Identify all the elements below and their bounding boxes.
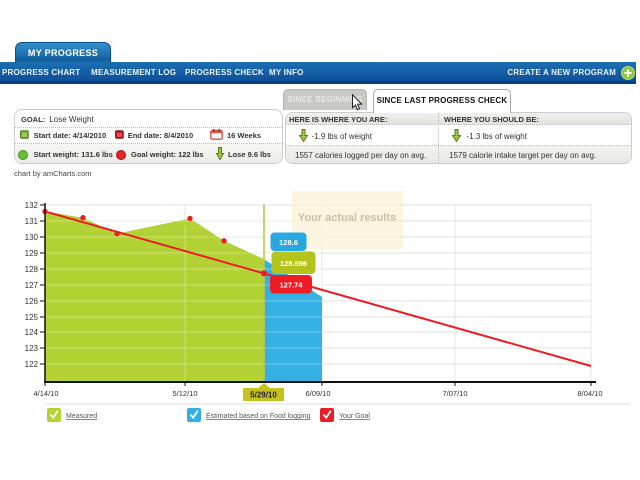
svg-text:5/29/10: 5/29/10 [250, 391, 277, 400]
svg-text:6/09/10: 6/09/10 [305, 389, 330, 398]
svg-text:124: 124 [25, 328, 39, 337]
svg-text:129: 129 [25, 249, 39, 258]
svg-text:7/07/10: 7/07/10 [442, 389, 467, 398]
svg-text:122: 122 [25, 360, 39, 369]
svg-text:Your actual results: Your actual results [298, 212, 396, 224]
svg-text:131: 131 [25, 217, 39, 226]
svg-text:8/04/10: 8/04/10 [577, 389, 602, 398]
svg-text:Your Goal: Your Goal [339, 413, 370, 420]
svg-text:128.596: 128.596 [280, 259, 307, 268]
svg-text:5/12/10: 5/12/10 [172, 389, 197, 398]
svg-text:Measured: Measured [66, 413, 97, 420]
svg-text:123: 123 [25, 344, 39, 353]
svg-text:125: 125 [25, 313, 39, 322]
svg-text:128.6: 128.6 [279, 238, 298, 247]
svg-text:4/14/10: 4/14/10 [33, 389, 58, 398]
svg-text:Estimated based on Food loggin: Estimated based on Food logging [206, 413, 310, 420]
svg-text:127: 127 [25, 281, 39, 290]
svg-text:132: 132 [25, 201, 39, 210]
svg-text:127.74: 127.74 [280, 281, 304, 290]
svg-text:126: 126 [25, 297, 39, 306]
svg-text:130: 130 [25, 233, 39, 242]
svg-text:128: 128 [25, 265, 39, 274]
